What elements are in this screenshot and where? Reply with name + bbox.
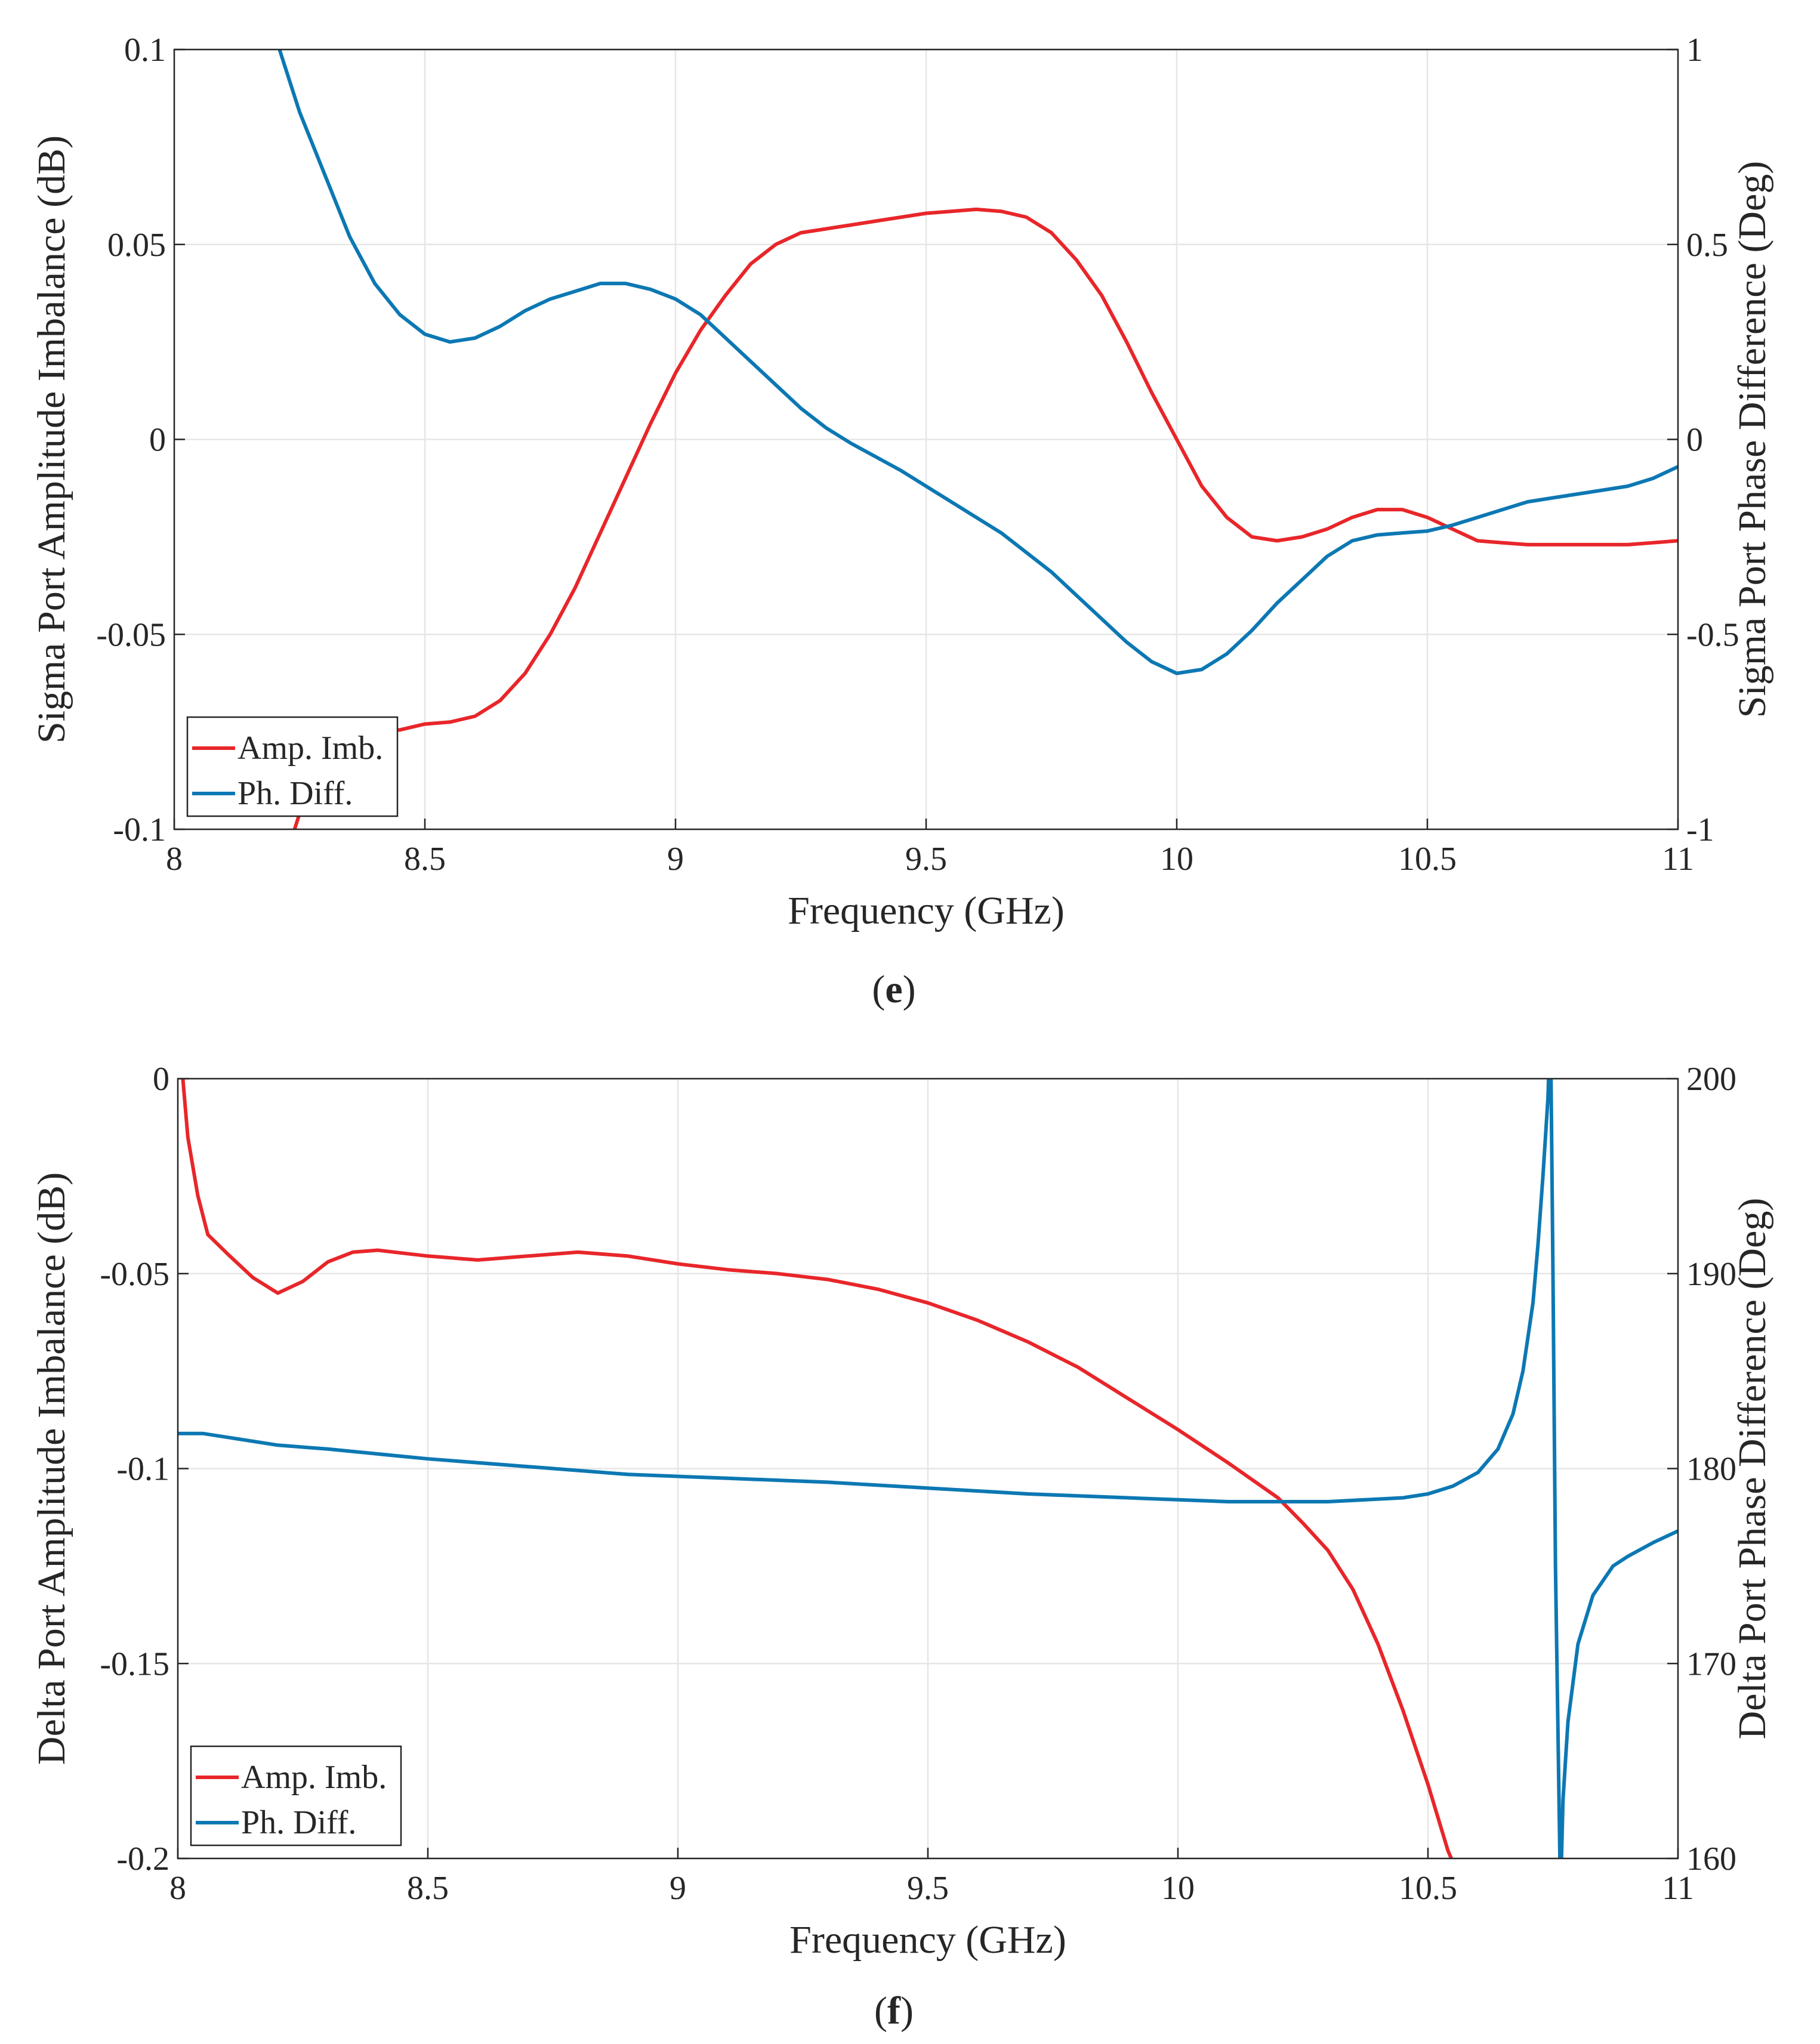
amp-imbalance-line [181, 1079, 1454, 1858]
series-layer [178, 1079, 1678, 1858]
right-y-tick-label: -1 [1686, 811, 1714, 848]
series-layer [277, 50, 1678, 829]
x-tick-label: 8.5 [407, 1870, 449, 1907]
x-tick-label: 8.5 [404, 841, 446, 878]
x-tick-label: 10 [1161, 1870, 1195, 1907]
right-y-tick-label: -0.5 [1686, 616, 1739, 653]
x-axis-ticks: 8 8.5 9 9.5 10 10.5 11 [169, 1848, 1694, 1907]
right-y-axis-label: Delta Port Phase Difference (Deg) [1730, 1198, 1774, 1740]
x-tick-label: 8 [166, 841, 183, 878]
left-y-tick-label: -0.1 [116, 1451, 169, 1488]
x-tick-label: 8 [169, 1870, 186, 1907]
phase-difference-line [178, 1079, 1678, 1858]
left-y-tick-label: -0.2 [116, 1841, 169, 1878]
right-y-tick-label: 0 [1686, 422, 1703, 459]
caption-close-paren: ) [903, 968, 916, 1011]
legend-label-amp: Amp. Imb. [237, 730, 383, 767]
legend-label-phase: Ph. Diff. [241, 1804, 356, 1841]
left-y-tick-label: -0.05 [96, 616, 166, 653]
panel-caption-e: (e) [872, 968, 915, 1011]
right-y-tick-label: 190 [1686, 1256, 1736, 1293]
caption-letter: e [885, 968, 902, 1011]
x-axis-label: Frequency (GHz) [788, 889, 1065, 933]
left-y-tick-label: 0.1 [124, 32, 166, 69]
gridlines [177, 1077, 1679, 1860]
right-y-tick-label: 200 [1686, 1061, 1736, 1098]
right-y-tick-label: 180 [1686, 1451, 1736, 1488]
x-tick-label: 10 [1160, 841, 1193, 878]
x-tick-label: 9 [667, 841, 684, 878]
panel-caption-f: (f) [874, 1989, 914, 2033]
legend-label-phase: Ph. Diff. [237, 775, 353, 812]
left-y-axis-label: Delta Port Amplitude Imbalance (dB) [30, 1172, 73, 1765]
x-tick-label: 11 [1662, 1870, 1694, 1907]
caption-open-paren: ( [872, 968, 885, 1011]
amp-imbalance-line [292, 207, 1678, 829]
left-y-tick-label: 0 [149, 422, 166, 459]
left-y-axis-label: Sigma Port Amplitude Imbalance (dB) [30, 135, 73, 743]
right-y-tick-label: 160 [1686, 1841, 1736, 1878]
left-y-tick-label: 0 [153, 1061, 169, 1098]
chart-panel-f: 8 8.5 9 9.5 10 10.5 11 -0.2 -0.15 -0.1 -0.05 0 160… [30, 1061, 1774, 2033]
x-tick-label: 9.5 [907, 1870, 949, 1907]
left-y-tick-label: -0.15 [100, 1645, 169, 1682]
x-tick-label: 10.5 [1399, 1870, 1457, 1907]
right-y-axis-ticks: 160 170 180 190 200 [1667, 1061, 1736, 1878]
x-tick-label: 9.5 [905, 841, 947, 878]
legend-label-amp: Amp. Imb. [241, 1759, 387, 1796]
caption-letter: f [887, 1989, 901, 2033]
right-y-tick-label: 0.5 [1686, 227, 1728, 264]
x-tick-label: 10.5 [1398, 841, 1457, 878]
caption-close-paren: ) [900, 1989, 914, 2033]
phase-difference-line [277, 50, 1678, 675]
gridlines [173, 48, 1679, 830]
left-y-tick-label: 0.05 [107, 227, 166, 264]
x-axis-ticks: 8 8.5 9 9.5 10 10.5 11 [166, 819, 1694, 878]
x-axis-label: Frequency (GHz) [789, 1918, 1066, 1962]
right-y-tick-label: 1 [1686, 32, 1703, 69]
legend: Amp. Imb. Ph. Diff. [186, 716, 399, 817]
left-y-axis-ticks: -0.2 -0.15 -0.1 -0.05 0 [100, 1061, 189, 1878]
x-tick-label: 11 [1662, 841, 1694, 878]
right-y-axis-ticks: -1 -0.5 0 0.5 1 [1667, 32, 1739, 848]
left-y-axis-ticks: -0.1 -0.05 0 0.05 0.1 [96, 32, 185, 848]
legend: Amp. Imb. Ph. Diff. [190, 1745, 402, 1847]
legend-box [186, 716, 399, 817]
right-y-tick-label: 170 [1686, 1645, 1736, 1682]
x-tick-label: 9 [670, 1870, 686, 1907]
caption-open-paren: ( [874, 1989, 887, 2033]
right-y-axis-label: Sigma Port Phase Difference (Deg) [1730, 161, 1774, 718]
left-y-tick-label: -0.1 [113, 811, 166, 848]
legend-box [190, 1745, 402, 1847]
left-y-tick-label: -0.05 [100, 1256, 169, 1293]
